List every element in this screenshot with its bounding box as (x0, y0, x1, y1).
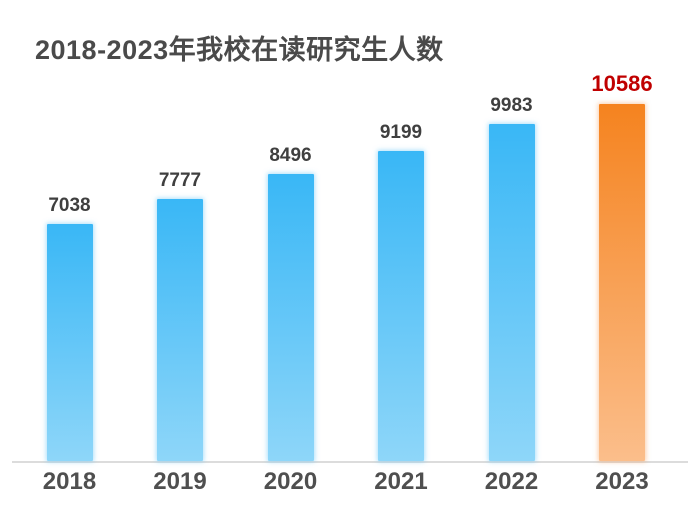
bar-group-2023: 10586 2023 (566, 0, 678, 510)
x-axis-label: 2022 (484, 468, 539, 495)
bar-value-label: 8496 (269, 145, 312, 166)
bar-2023 (599, 104, 645, 461)
bar-2022 (488, 124, 535, 461)
bar-group-2019: 7777 2019 (124, 0, 236, 510)
bar-value-label: 9199 (379, 122, 423, 143)
x-axis-label: 2018 (42, 468, 97, 495)
bar-value-label: 10586 (591, 71, 653, 96)
bar-group-2021: 9199 2021 (345, 0, 457, 510)
x-axis-line (12, 461, 688, 463)
bar-value-label: 9983 (490, 95, 533, 116)
x-axis-label: 2019 (153, 468, 207, 495)
chart-title: 2018-2023年我校在读研究生人数 (35, 35, 444, 65)
x-axis-label: 2020 (263, 468, 318, 495)
bar-2018 (46, 224, 93, 461)
bar-group-2020: 8496 2020 (235, 0, 347, 510)
x-axis-label: 2021 (374, 468, 428, 495)
bar-group-2022: 9983 2022 (456, 0, 568, 510)
bar-value-label: 7038 (48, 195, 91, 216)
x-axis-label: 2023 (595, 468, 649, 495)
bar-group-2018: 7038 2018 (14, 0, 126, 510)
bar-2020 (267, 174, 314, 461)
bar-2019 (157, 199, 203, 461)
bar-2021 (378, 151, 424, 461)
bar-value-label: 7777 (158, 170, 202, 191)
